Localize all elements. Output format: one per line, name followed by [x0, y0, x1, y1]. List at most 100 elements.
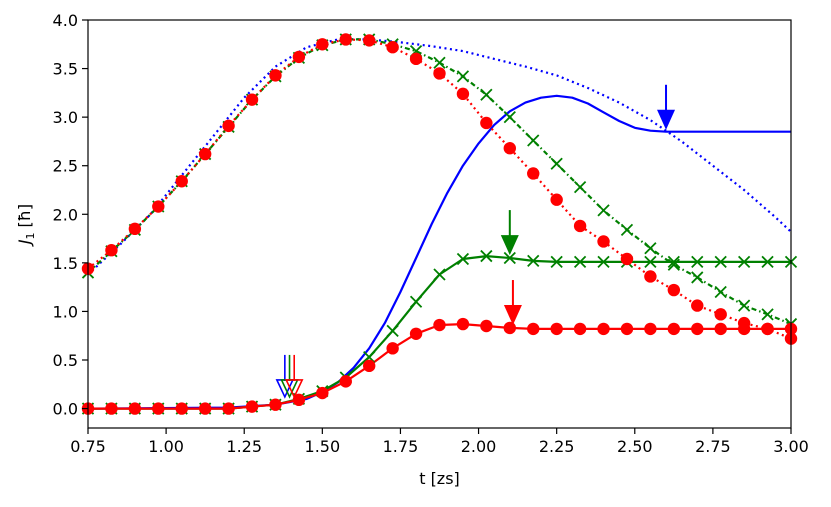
data-point-red-dotted-circle [363, 34, 376, 47]
y-tick-label: 1.0 [53, 302, 78, 321]
data-point-red-dotted-circle [503, 142, 516, 155]
data-point-red-solid-circle [503, 321, 516, 335]
data-point-red-solid-circle [339, 375, 352, 388]
y-tick-label: 2.5 [53, 157, 78, 176]
data-point-green-solid-x [573, 255, 587, 269]
data-point-red-solid-circle [597, 322, 610, 336]
y-axis-label-unit: [ħ] [15, 204, 34, 228]
data-point-red-dotted-circle [128, 222, 142, 236]
data-point-red-solid-circle [667, 322, 681, 336]
data-point-green-solid-x [433, 268, 446, 281]
data-point-red-dotted-circle [339, 33, 352, 46]
plot-frame [87, 19, 792, 429]
data-point-red-dotted-circle [480, 116, 493, 130]
data-point-red-dotted-circle [269, 69, 282, 82]
data-point-red-solid-circle [316, 386, 329, 400]
y-tick-label: 3.0 [53, 108, 78, 127]
data-point-red-solid-circle [550, 322, 563, 336]
data-point-green-dotted-x [667, 258, 680, 271]
data-point-red-solid-circle [456, 317, 470, 331]
data-point-green-solid-x [737, 255, 751, 269]
red-filled-arrow [503, 280, 522, 326]
x-tick-label: 3.00 [773, 437, 809, 456]
y-tick-label: 0.0 [53, 400, 78, 419]
data-point-red-dotted-circle [175, 175, 188, 188]
data-point-green-dotted-x [620, 223, 634, 236]
data-point-red-dotted-circle [597, 235, 610, 248]
y-axis-label-sub: 1 [24, 232, 37, 239]
data-point-green-dotted-x [597, 204, 610, 217]
data-point-green-solid-x [503, 251, 516, 265]
data-point-red-solid-circle [363, 359, 376, 373]
data-point-red-solid-circle [175, 402, 188, 415]
y-axis-label-main: J [15, 239, 34, 247]
data-point-red-dotted-circle [667, 283, 681, 297]
data-point-red-solid-circle [620, 322, 634, 336]
data-point-red-solid-circle [761, 322, 774, 336]
annotation-layer [275, 84, 676, 399]
x-tick-label: 0.75 [70, 437, 106, 456]
data-point-red-solid-circle [691, 322, 704, 336]
red-hollow-arrow-head [284, 379, 304, 399]
data-point-red-dotted-circle [222, 119, 235, 133]
x-tick-label: 2.25 [539, 437, 575, 456]
data-point-red-dotted-circle [644, 270, 657, 283]
x-tick-label: 2.00 [461, 437, 497, 456]
data-point-red-solid-circle [737, 322, 751, 336]
data-point-red-dotted-circle [245, 93, 259, 106]
data-point-red-dotted-circle [620, 252, 634, 266]
data-point-green-dotted-x [761, 308, 774, 321]
data-point-red-dotted-circle [714, 308, 727, 321]
data-point-red-dotted-circle [456, 87, 470, 101]
y-axis-label: J1 [ħ] [15, 204, 37, 247]
data-point-red-solid-circle [573, 322, 587, 336]
data-point-green-dotted-x [691, 271, 704, 284]
x-tick-label: 2.50 [617, 437, 653, 456]
data-point-red-solid-circle [105, 402, 118, 415]
data-point-red-dotted-circle [550, 193, 563, 206]
data-point-red-solid-circle [433, 318, 446, 332]
data-point-green-dotted-x [714, 285, 727, 299]
data-point-green-solid-x [527, 254, 540, 268]
data-point-red-solid-circle [480, 319, 493, 333]
data-point-red-dotted-circle [573, 219, 587, 233]
data-point-red-dotted-circle [198, 147, 212, 161]
x-tick-label: 1.75 [383, 437, 419, 456]
y-tick-label: 3.5 [53, 60, 78, 79]
data-point-red-solid-circle [128, 402, 142, 415]
green-filled-arrow [500, 210, 519, 256]
data-point-red-dotted-circle [527, 167, 540, 180]
red-filled-arrow-head [503, 305, 522, 326]
data-point-red-dotted-circle [316, 38, 329, 51]
data-point-green-solid-x [597, 255, 610, 269]
data-point-green-solid-x [667, 255, 680, 269]
data-point-red-solid-circle [222, 402, 235, 415]
data-point-green-dotted-x [573, 180, 587, 194]
data-point-red-solid-circle [714, 322, 727, 336]
y-tick-label: 2.0 [53, 205, 78, 224]
data-point-green-solid-x [456, 252, 470, 266]
data-point-green-dotted-x [456, 70, 470, 83]
data-point-green-dotted-x [503, 111, 516, 124]
data-point-red-solid-circle [386, 342, 399, 355]
blue-filled-arrow-head [657, 109, 676, 130]
tick-layer: 0.75 1.00 1.25 1.50 1.75 2.00 2.25 2.50 2.75 3.00… [53, 11, 809, 456]
y-tick-label: 0.5 [53, 351, 78, 370]
data-point-green-dotted-x [527, 134, 540, 147]
data-point-red-solid-circle [245, 400, 259, 413]
data-point-green-solid-x [480, 249, 493, 263]
data-point-red-dotted-circle [152, 200, 165, 213]
data-point-green-dotted-x [550, 157, 563, 170]
x-tick-label: 2.75 [695, 437, 731, 456]
data-point-green-solid-x [409, 295, 423, 308]
data-point-red-dotted-circle [433, 67, 446, 80]
blue-filled-arrow [657, 84, 676, 130]
data-point-green-dotted-x [480, 88, 493, 101]
marker-layer [81, 33, 798, 415]
data-point-red-solid-circle [152, 402, 165, 415]
data-point-red-solid-circle [269, 398, 282, 411]
y-tick-label: 4.0 [53, 11, 78, 30]
data-point-green-solid-x [761, 255, 774, 269]
